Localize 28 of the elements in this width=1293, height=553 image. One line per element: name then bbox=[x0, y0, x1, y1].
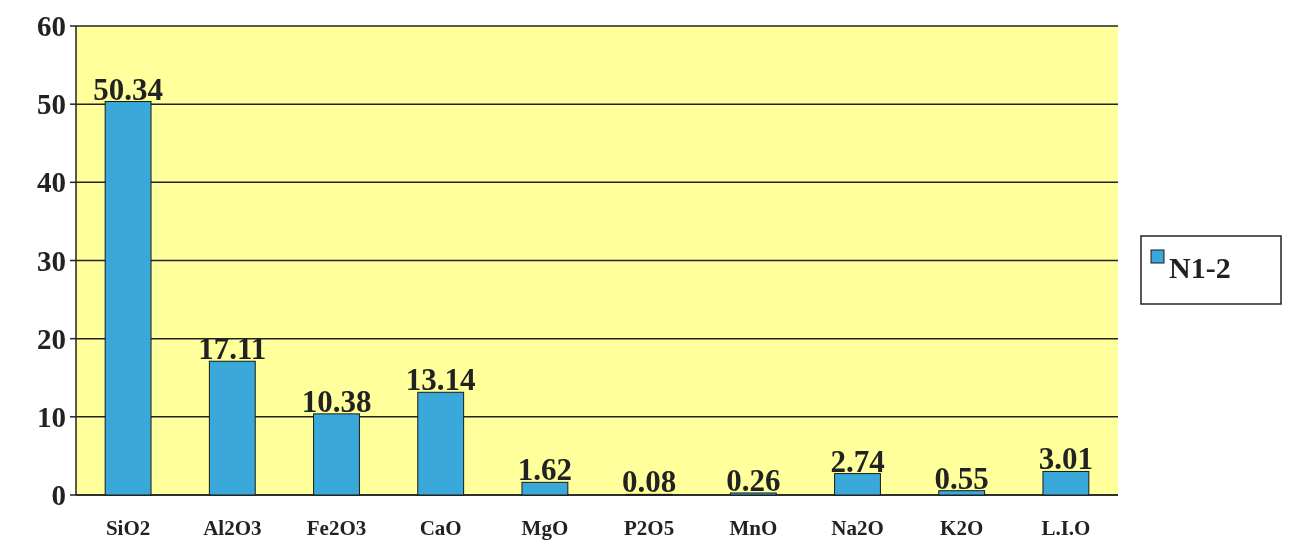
data-label: 0.55 bbox=[934, 460, 989, 496]
legend-label: N1-2 bbox=[1169, 251, 1231, 284]
data-label: 10.38 bbox=[301, 383, 372, 419]
y-tick-label: 50 bbox=[37, 88, 66, 121]
x-tick-label: Na2O bbox=[831, 516, 884, 540]
y-tick-label: 0 bbox=[51, 479, 66, 512]
x-tick-label: L.I.O bbox=[1041, 516, 1091, 540]
data-label: 0.08 bbox=[621, 464, 677, 500]
data-label: 0.26 bbox=[726, 462, 781, 498]
x-tick-label: P2O5 bbox=[624, 516, 675, 540]
y-tick-label: 10 bbox=[37, 400, 66, 433]
y-tick-label: 20 bbox=[37, 322, 66, 355]
x-tick-label: K2O bbox=[940, 516, 984, 540]
data-label: 13.14 bbox=[405, 362, 476, 398]
y-tick-label: 60 bbox=[37, 10, 66, 43]
data-label: 17.11 bbox=[198, 331, 267, 367]
y-tick-label: 40 bbox=[37, 166, 66, 199]
x-tick-label: MgO bbox=[521, 516, 569, 540]
data-label: 2.74 bbox=[830, 443, 885, 479]
y-tick-label: 30 bbox=[37, 244, 66, 277]
x-tick-label: CaO bbox=[419, 516, 462, 540]
data-label: 3.01 bbox=[1038, 441, 1094, 477]
data-label: 50.34 bbox=[93, 71, 163, 107]
x-tick-label: SiO2 bbox=[105, 516, 151, 540]
x-tick-label: Fe2O3 bbox=[306, 516, 367, 540]
x-tick-label: MnO bbox=[729, 516, 778, 540]
data-label: 1.62 bbox=[517, 452, 573, 488]
x-tick-label: Al2O3 bbox=[203, 516, 262, 540]
